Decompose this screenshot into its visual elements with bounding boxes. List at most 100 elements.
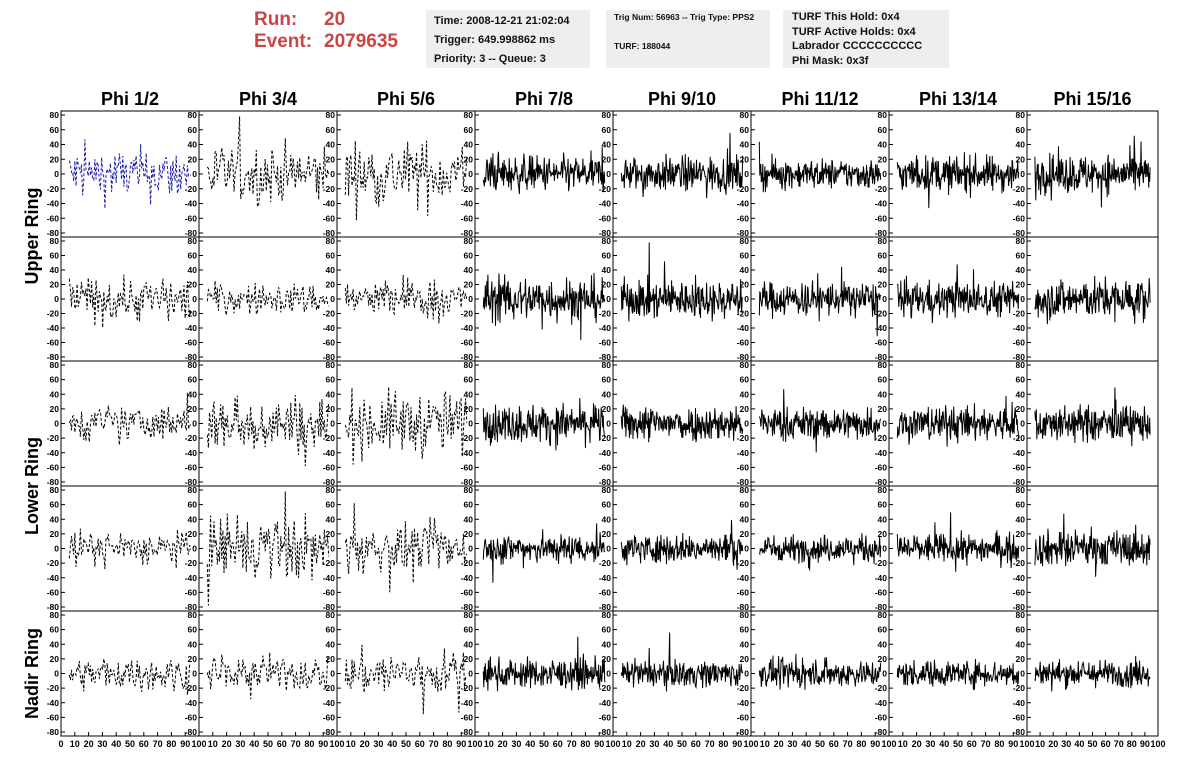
y-tick-label: 40 (740, 514, 750, 524)
y-tick-label: -60 (875, 462, 888, 472)
x-tick-label: 70 (705, 739, 715, 749)
phi-mask-text: Phi Mask: 0x3f (792, 54, 869, 67)
x-tick-label: 10 (898, 739, 908, 749)
y-tick-label: -60 (185, 213, 198, 223)
y-tick-label: -60 (47, 338, 60, 348)
trig-num-text: Trig Num: 56963 -- Trig Type: PPS2 (614, 12, 755, 22)
y-tick-label: 80 (740, 110, 750, 120)
y-tick-label: -20 (47, 558, 60, 568)
y-tick-label: 40 (326, 514, 336, 524)
y-tick-label: 40 (878, 389, 888, 399)
x-tick-label: 40 (801, 739, 811, 749)
y-tick-label: 20 (326, 654, 336, 664)
y-tick-label: 60 (878, 625, 888, 635)
y-tick-label: -20 (737, 184, 750, 194)
y-tick-label: 60 (326, 251, 336, 261)
x-tick-label: 20 (636, 739, 646, 749)
y-tick-label: 60 (188, 125, 198, 135)
waveform-trace (620, 132, 744, 199)
x-tick-label: 90 (732, 739, 742, 749)
y-tick-label: 0 (882, 544, 887, 554)
y-tick-label: 0 (744, 544, 749, 554)
y-tick-label: 20 (878, 654, 888, 664)
y-tick-label: 60 (326, 500, 336, 510)
y-tick-label: -60 (323, 338, 336, 348)
y-tick-label: -40 (461, 448, 474, 458)
y-tick-label: -40 (599, 323, 612, 333)
y-tick-label: -80 (599, 727, 612, 737)
y-tick-label: 80 (878, 236, 888, 246)
y-tick-label: -40 (47, 448, 60, 458)
y-tick-label: -40 (323, 323, 336, 333)
y-tick-label: 60 (740, 375, 750, 385)
event-value: 2079635 (324, 31, 398, 52)
y-tick-label: 80 (740, 360, 750, 370)
y-tick-label: -60 (875, 712, 888, 722)
y-tick-label: 60 (1016, 251, 1026, 261)
y-tick-label: 20 (602, 654, 612, 664)
y-tick-label: -40 (1013, 573, 1026, 583)
y-tick-label: 40 (188, 389, 198, 399)
y-tick-label: 60 (878, 375, 888, 385)
waveform-trace (344, 644, 468, 715)
y-tick-label: -60 (1013, 213, 1026, 223)
y-tick-label: -40 (599, 199, 612, 209)
y-tick-label: 40 (188, 639, 198, 649)
x-tick-label: 60 (277, 739, 287, 749)
y-tick-label: 60 (188, 251, 198, 261)
y-tick-label: -40 (461, 698, 474, 708)
y-tick-label: 20 (188, 154, 198, 164)
run-event-header: Run: 20 Event: 2079635 (254, 9, 398, 53)
y-tick-label: -20 (1013, 309, 1026, 319)
waveform-trace (896, 152, 1020, 209)
x-tick-label: 10 (622, 739, 632, 749)
x-tick-label: 90 (870, 739, 880, 749)
x-tick-label: 10 (346, 739, 356, 749)
y-tick-label: 0 (744, 169, 749, 179)
x-tick-label: 60 (1101, 739, 1111, 749)
y-tick-label: -80 (599, 352, 612, 362)
y-tick-label: 60 (50, 251, 60, 261)
y-tick-label: 0 (1020, 669, 1025, 679)
y-tick-label: 40 (188, 514, 198, 524)
y-tick-label: -40 (323, 199, 336, 209)
run-label: Run: (254, 9, 298, 30)
y-tick-label: -20 (737, 558, 750, 568)
y-tick-label: -80 (185, 727, 198, 737)
y-tick-label: 80 (1016, 236, 1026, 246)
y-tick-label: 80 (602, 610, 612, 620)
y-tick-label: 0 (192, 669, 197, 679)
y-tick-label: 0 (1020, 419, 1025, 429)
y-tick-label: -20 (185, 683, 198, 693)
x-tick-label: 70 (153, 739, 163, 749)
y-tick-label: 0 (882, 669, 887, 679)
y-tick-label: 60 (50, 375, 60, 385)
y-tick-label: -60 (185, 462, 198, 472)
waveform-trace (344, 140, 468, 221)
y-tick-label: 20 (740, 154, 750, 164)
y-tick-label: 0 (330, 544, 335, 554)
y-tick-label: 40 (326, 389, 336, 399)
x-tick-label: 100 (605, 739, 620, 749)
x-tick-label: 100 (329, 739, 344, 749)
y-tick-label: 80 (464, 485, 474, 495)
y-tick-label: -60 (185, 587, 198, 597)
y-tick-label: 20 (188, 280, 198, 290)
y-tick-label: 60 (188, 375, 198, 385)
y-tick-label: 40 (464, 265, 474, 275)
y-tick-label: 60 (464, 625, 474, 635)
y-tick-label: -20 (323, 184, 336, 194)
x-tick-label: 80 (1127, 739, 1137, 749)
x-tick-label: 30 (649, 739, 659, 749)
y-tick-label: 80 (878, 610, 888, 620)
y-tick-label: -20 (599, 558, 612, 568)
y-tick-label: -40 (323, 573, 336, 583)
y-tick-label: -80 (47, 352, 60, 362)
waveform-trace (482, 636, 606, 692)
y-tick-label: 20 (602, 404, 612, 414)
y-tick-label: -20 (185, 433, 198, 443)
panel-frame (198, 610, 338, 737)
row-label: Lower Ring (22, 437, 42, 535)
y-tick-label: -20 (1013, 433, 1026, 443)
